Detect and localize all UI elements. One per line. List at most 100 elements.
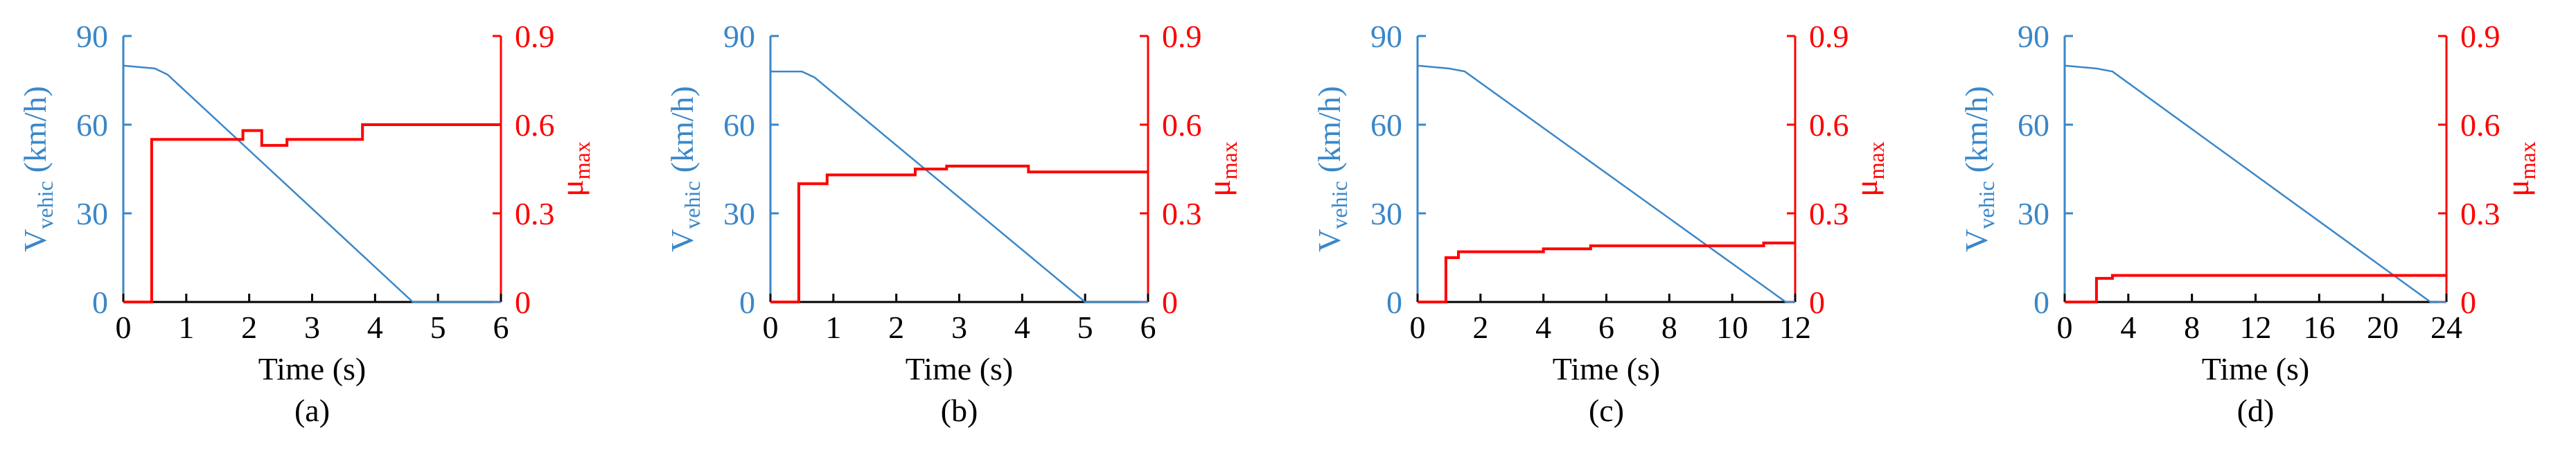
y-tick-label: 90 xyxy=(76,19,108,54)
y2-tick-label: 0.3 xyxy=(1809,196,1849,231)
y-label-rest: (km/h) xyxy=(1959,86,1994,172)
caption: (c) xyxy=(1589,393,1624,428)
y2-label-main: μ xyxy=(2500,179,2535,197)
data-line xyxy=(770,70,1148,303)
y2-label-main: μ xyxy=(1849,179,1884,197)
y2-tick-label: 0.6 xyxy=(2460,107,2500,143)
y-label-main: V xyxy=(1312,229,1347,252)
data-line xyxy=(770,164,1148,303)
y2-label-sub: max xyxy=(2515,141,2540,179)
y2-label-main: μ xyxy=(1201,179,1237,197)
x-tick-label: 2 xyxy=(888,310,904,345)
y-tick-label: 90 xyxy=(723,19,755,54)
y2-tick-label: 0.9 xyxy=(515,19,555,54)
x-tick-label: 4 xyxy=(1535,310,1551,345)
y-label-main: V xyxy=(1959,229,1994,252)
y2-label-main: μ xyxy=(554,179,590,197)
x-axis-label: Time (s) xyxy=(1553,351,1661,387)
x-tick-label: 0 xyxy=(763,310,779,345)
panel: 0 30 60 90 0 0.3 0.6 0.9 0 4 8 12 16 20 24 Time (s) (d) V… xyxy=(1959,19,2540,428)
x-tick-label: 2 xyxy=(1472,310,1488,345)
x-tick-label: 2 xyxy=(241,310,257,345)
y2-axis-label: μmax xyxy=(554,141,594,197)
y-tick-label: 60 xyxy=(76,107,108,143)
y2-tick-label: 0.3 xyxy=(515,196,555,231)
y2-tick-label: 0 xyxy=(1809,285,1825,320)
y-tick-label: 0 xyxy=(1386,285,1402,320)
data-line xyxy=(2064,64,2446,303)
y2-axis-label: μmax xyxy=(2500,141,2540,197)
y2-tick-label: 0.9 xyxy=(1809,19,1849,54)
y-tick-label: 30 xyxy=(2018,196,2049,231)
x-tick-label: 3 xyxy=(951,310,967,345)
y-tick-label: 60 xyxy=(1370,107,1402,143)
x-tick-label: 5 xyxy=(1077,310,1093,345)
y-label-rest: (km/h) xyxy=(664,86,700,172)
x-tick-label: 10 xyxy=(1716,310,1748,345)
y-tick-label: 30 xyxy=(723,196,755,231)
y-label-sub: vehic xyxy=(33,181,58,229)
y2-tick-label: 0.6 xyxy=(1809,107,1849,143)
y-tick-label: 0 xyxy=(92,285,108,320)
x-axis-label: Time (s) xyxy=(906,351,1014,387)
y-label-sub: vehic xyxy=(1974,181,1999,229)
y2-tick-label: 0.9 xyxy=(2460,19,2500,54)
y-tick-label: 90 xyxy=(1370,19,1402,54)
y2-axis-label: μmax xyxy=(1849,141,1889,197)
y2-tick-label: 0 xyxy=(1162,285,1178,320)
x-tick-label: 6 xyxy=(1598,310,1614,345)
y2-tick-label: 0.3 xyxy=(1162,196,1202,231)
x-tick-label: 6 xyxy=(493,310,509,345)
y-label-sub: vehic xyxy=(680,181,705,229)
y2-tick-label: 0.3 xyxy=(2460,196,2500,231)
y2-label-sub: max xyxy=(570,141,594,179)
y-tick-label: 0 xyxy=(2034,285,2049,320)
caption: (b) xyxy=(941,393,978,428)
x-axis-label: Time (s) xyxy=(2202,351,2310,387)
x-tick-label: 3 xyxy=(304,310,320,345)
panel: 0 30 60 90 0 0.3 0.6 0.9 0 1 2 3 4 5 6 Time (s) (a) Vvehi… xyxy=(17,19,594,428)
y-tick-label: 30 xyxy=(76,196,108,231)
x-axis-label: Time (s) xyxy=(258,351,367,387)
x-tick-label: 4 xyxy=(367,310,383,345)
y-tick-label: 30 xyxy=(1370,196,1402,231)
x-tick-label: 0 xyxy=(116,310,132,345)
y2-label-sub: max xyxy=(1217,141,1242,179)
data-line xyxy=(123,64,501,303)
y-axis-label: Vvehic (km/h) xyxy=(1959,86,1999,252)
data-line xyxy=(1418,241,1795,303)
panel: 0 30 60 90 0 0.3 0.6 0.9 0 2 4 6 8 10 12 Time (s) (c) Vve… xyxy=(1312,19,1889,428)
y-tick-label: 60 xyxy=(2018,107,2049,143)
x-tick-label: 0 xyxy=(2057,310,2073,345)
y-axis-label: Vvehic (km/h) xyxy=(1312,86,1352,252)
x-tick-label: 4 xyxy=(1014,310,1030,345)
data-line xyxy=(1417,64,1795,303)
y-axis-label: Vvehic (km/h) xyxy=(17,86,58,252)
x-tick-label: 6 xyxy=(1140,310,1156,345)
y-tick-label: 60 xyxy=(723,107,755,143)
x-tick-label: 20 xyxy=(2367,310,2399,345)
y2-axis-label: μmax xyxy=(1201,141,1242,197)
x-tick-label: 8 xyxy=(2184,310,2200,345)
y-label-sub: vehic xyxy=(1327,181,1352,229)
x-tick-label: 12 xyxy=(1779,310,1811,345)
y-axis-label: Vvehic (km/h) xyxy=(664,86,705,252)
y-tick-label: 0 xyxy=(739,285,755,320)
data-line xyxy=(123,123,501,303)
y-label-main: V xyxy=(17,229,53,252)
data-line xyxy=(2065,274,2446,303)
x-tick-label: 16 xyxy=(2303,310,2335,345)
y-label-main: V xyxy=(664,229,700,252)
x-tick-label: 4 xyxy=(2120,310,2136,345)
x-tick-label: 24 xyxy=(2431,310,2462,345)
caption: (a) xyxy=(294,393,330,428)
y-label-rest: (km/h) xyxy=(17,86,53,172)
y-label-rest: (km/h) xyxy=(1312,86,1347,172)
x-tick-label: 8 xyxy=(1661,310,1677,345)
y2-tick-label: 0.6 xyxy=(515,107,555,143)
panel: 0 30 60 90 0 0.3 0.6 0.9 0 1 2 3 4 5 6 Time (s) (b) Vvehi… xyxy=(664,19,1242,428)
y2-tick-label: 0.6 xyxy=(1162,107,1202,143)
y2-tick-label: 0 xyxy=(515,285,531,320)
y2-tick-label: 0.9 xyxy=(1162,19,1202,54)
